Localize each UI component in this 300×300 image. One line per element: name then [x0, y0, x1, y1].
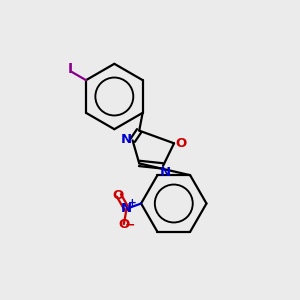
Text: I: I: [68, 62, 73, 76]
Text: N: N: [160, 166, 171, 179]
Text: O: O: [112, 189, 124, 202]
Text: N: N: [121, 202, 132, 215]
Text: −: −: [124, 219, 135, 232]
Text: O: O: [118, 218, 130, 231]
Text: O: O: [175, 137, 186, 150]
Text: +: +: [128, 198, 136, 208]
Text: N: N: [121, 133, 132, 146]
